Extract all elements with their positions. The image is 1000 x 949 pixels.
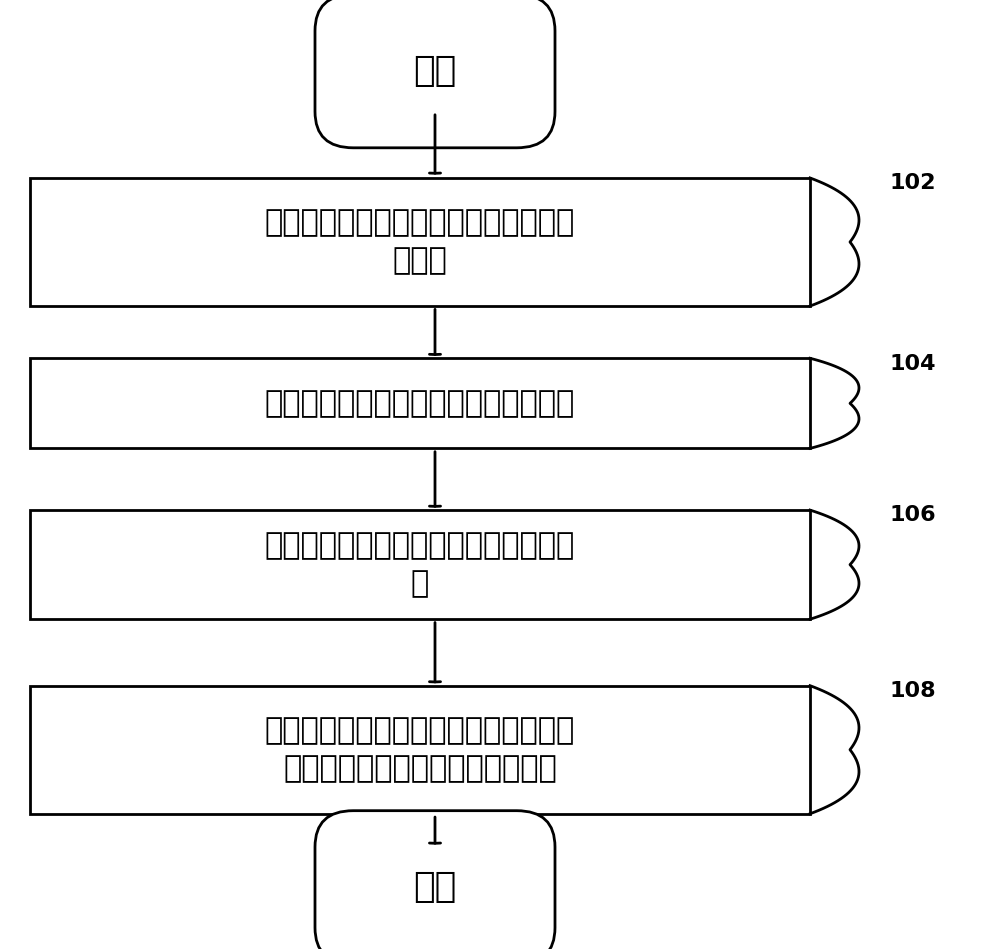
FancyBboxPatch shape: [315, 810, 555, 949]
Bar: [30, 178, 810, 306]
FancyBboxPatch shape: [315, 0, 555, 148]
Bar: [30, 511, 810, 619]
Text: 检测脱水过程中物品是否存在偏心情况: 检测脱水过程中物品是否存在偏心情况: [265, 389, 575, 418]
Bar: [30, 685, 810, 814]
Text: 开始: 开始: [413, 54, 457, 88]
Bar: [30, 359, 810, 449]
Text: 104: 104: [890, 354, 936, 374]
Text: 106: 106: [890, 505, 937, 526]
Text: 当末次脱水过程中仍存在偏心情况时，
在完成至少一次补水后，发出报警: 当末次脱水过程中仍存在偏心情况时， 在完成至少一次补水后，发出报警: [265, 716, 575, 783]
Text: 结束: 结束: [413, 870, 457, 904]
Text: 当存在偏心情况时，进行下一阶段的漂
洗: 当存在偏心情况时，进行下一阶段的漂 洗: [265, 531, 575, 598]
Text: 102: 102: [890, 174, 936, 194]
Text: 108: 108: [890, 681, 937, 701]
Text: 接收主洗功能或漂洗功能完成指令，开
始脱水: 接收主洗功能或漂洗功能完成指令，开 始脱水: [265, 209, 575, 275]
